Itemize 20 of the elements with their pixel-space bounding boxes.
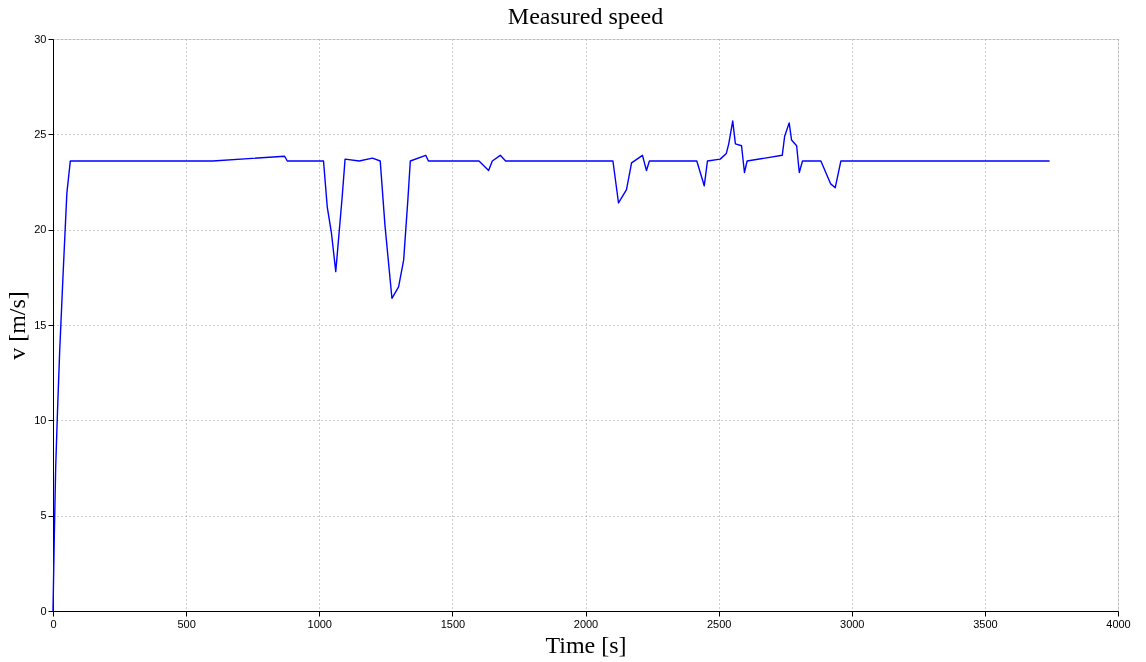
x-tick-label: 3500 xyxy=(973,617,998,630)
x-tick-label: 500 xyxy=(177,617,196,630)
x-tick-label: 2000 xyxy=(573,617,599,630)
x-tick-label: 0 xyxy=(50,617,57,630)
y-tick-label: 5 xyxy=(40,509,47,522)
y-tick-label: 10 xyxy=(34,413,47,426)
x-tick-label: 1500 xyxy=(440,617,466,630)
line-series xyxy=(52,120,1051,612)
x-tick-label: 1000 xyxy=(307,617,332,630)
y-tick-label: 25 xyxy=(34,127,47,140)
x-tick-label: 2500 xyxy=(706,617,732,630)
x-tick-label: 3000 xyxy=(840,617,865,630)
y-tick-label: 20 xyxy=(34,223,47,236)
chart-title: Measured speed xyxy=(507,3,664,29)
y-tick-label: 0 xyxy=(40,604,47,617)
x-tick-label: 4000 xyxy=(1106,617,1131,630)
y-axis-title: v [m/s] xyxy=(4,291,31,360)
y-tick-label: 30 xyxy=(34,32,47,45)
x-axis-title: Time [s] xyxy=(545,631,627,658)
y-tick-label: 15 xyxy=(34,318,47,331)
